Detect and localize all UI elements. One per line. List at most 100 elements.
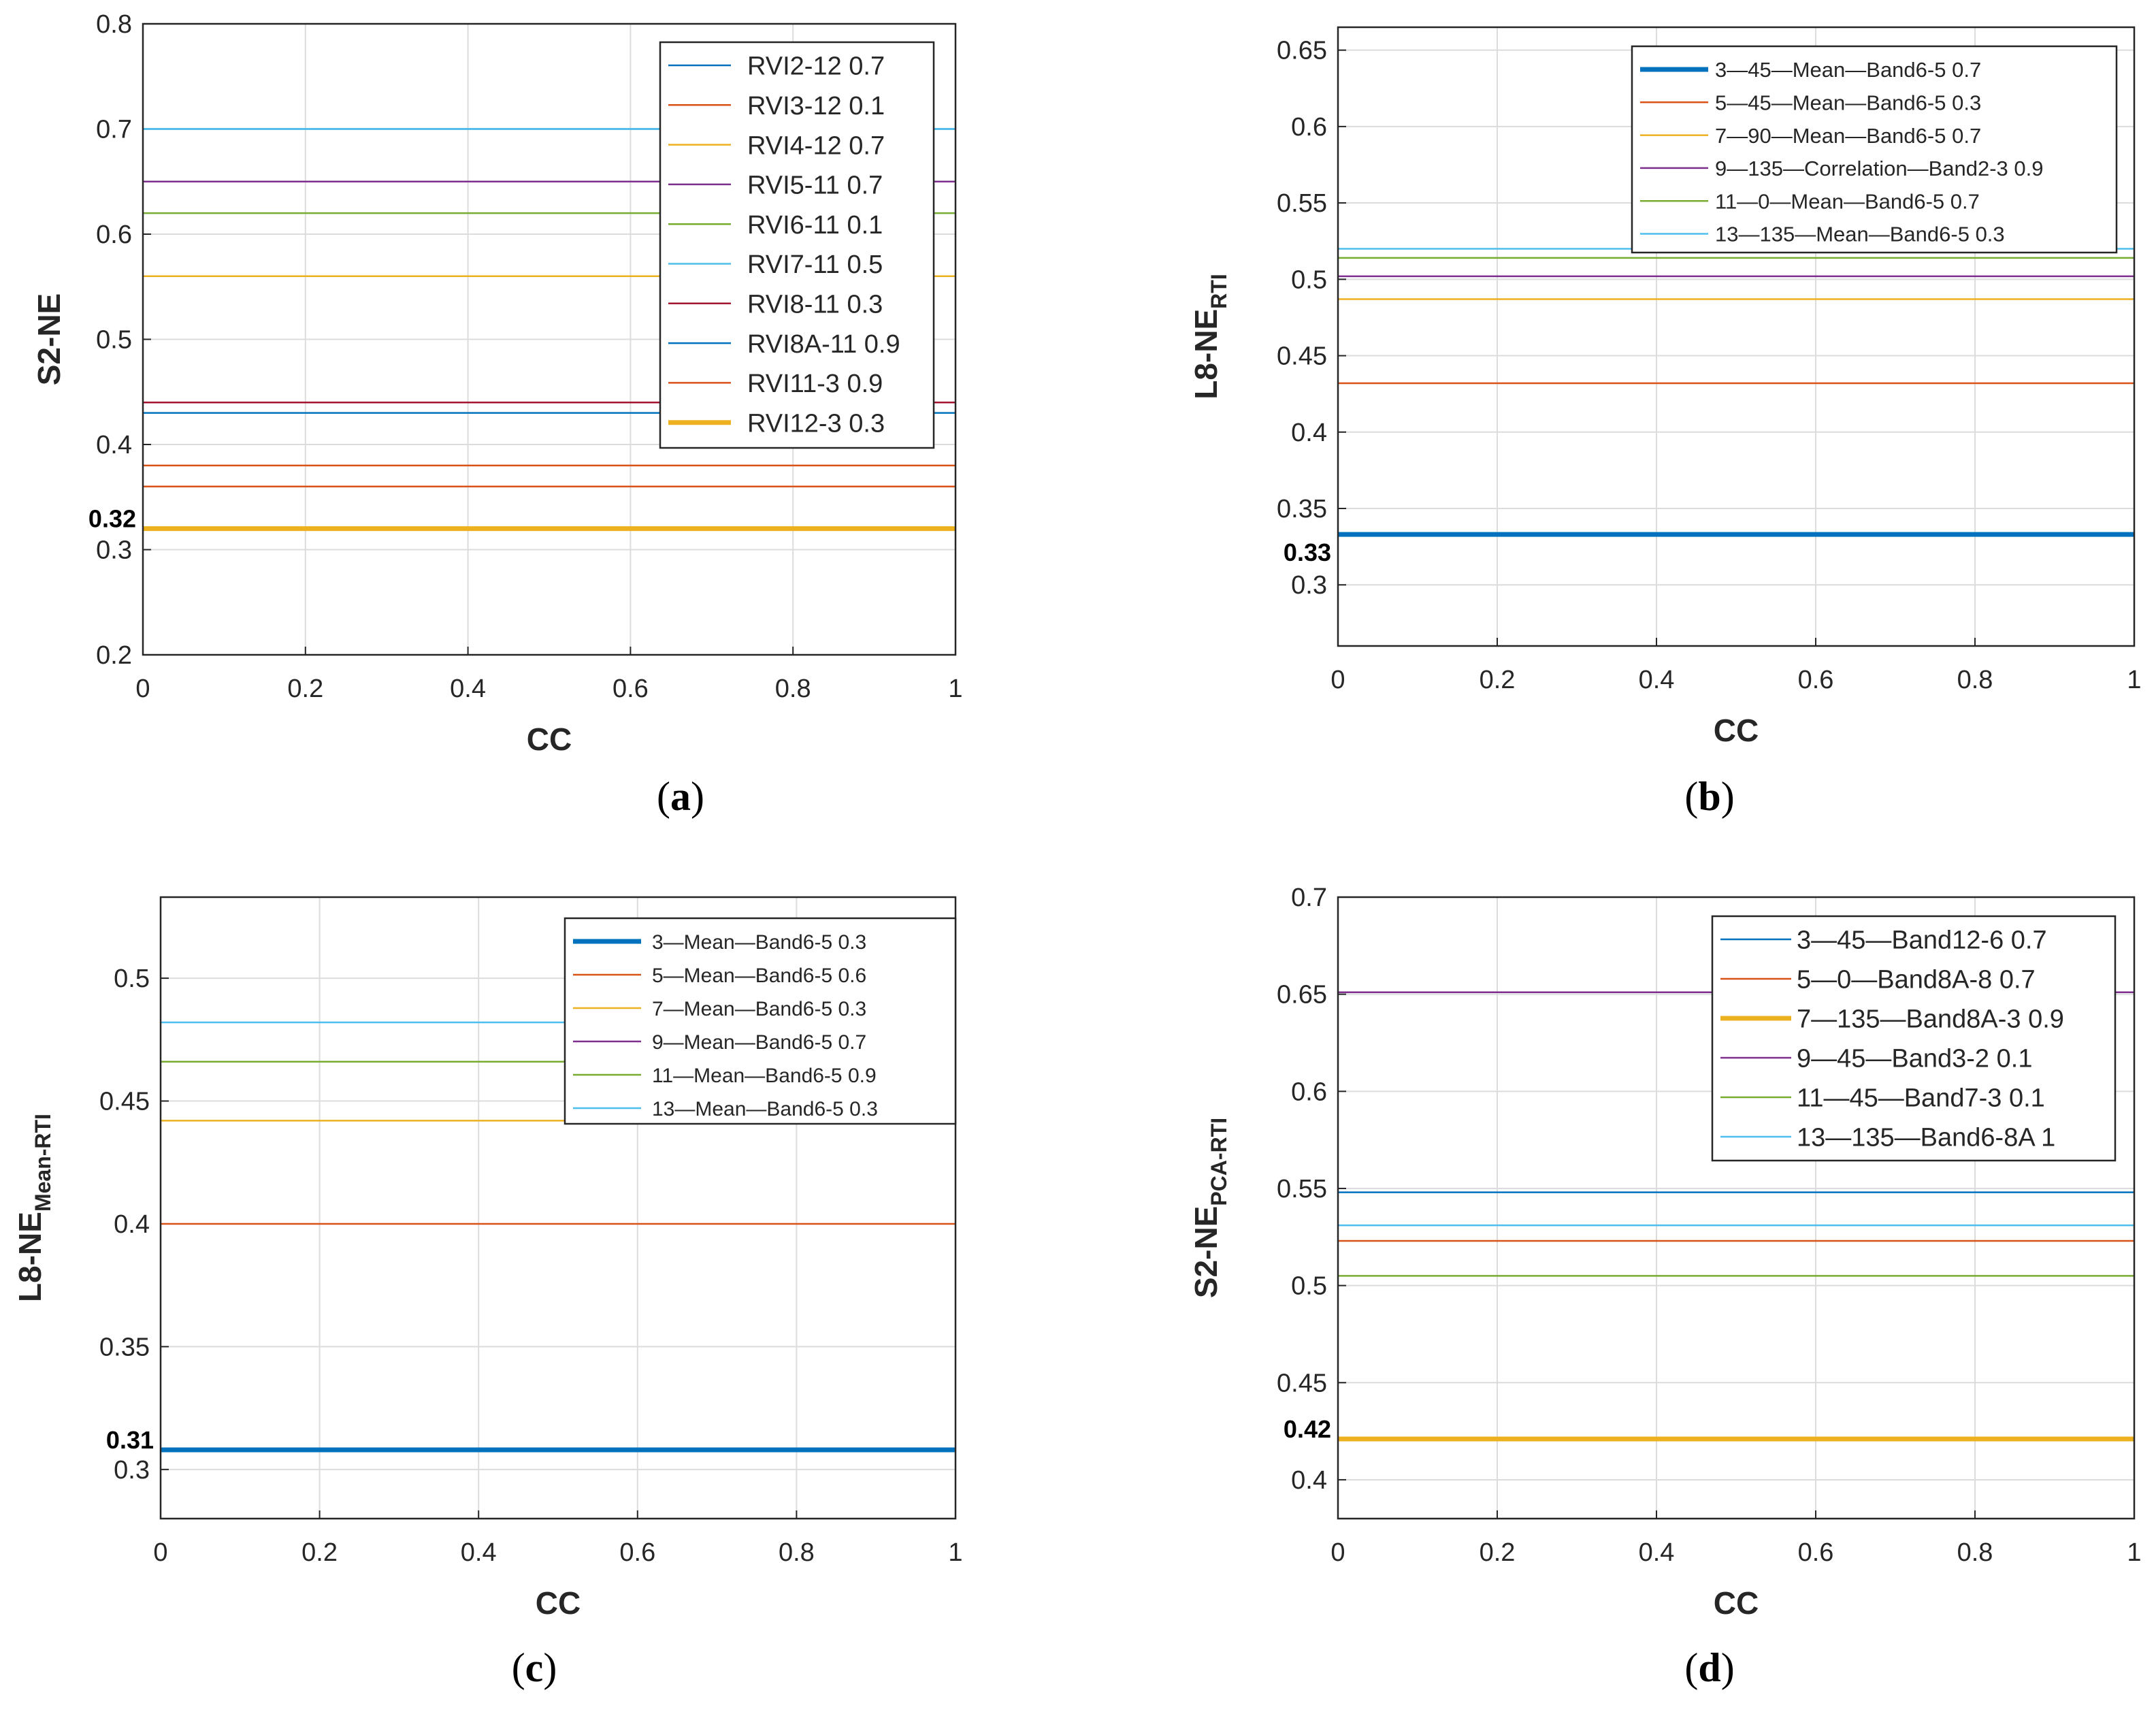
x-tick-label: 0.2 — [1480, 1538, 1516, 1567]
x-tick-label: 0 — [153, 1538, 167, 1567]
x-tick-label: 1 — [2127, 1538, 2141, 1567]
legend-label: 13—135—Mean—Band6-5 0.3 — [1715, 223, 2005, 246]
y-axis-label-subscript: Mean-RTI — [31, 1114, 55, 1212]
legend-label: 3—45—Mean—Band6-5 0.7 — [1715, 58, 1981, 82]
y-tick-label: 0.4 — [96, 431, 132, 459]
legend-box — [564, 917, 957, 1125]
y-tick-label: 0.3 — [114, 1456, 150, 1485]
panel-a: 0 0.2 0.4 0.6 0.8 10.20.30.40.50.60.70.80.32C… — [31, 10, 963, 819]
x-tick-label: 0 — [1330, 1538, 1345, 1567]
y-axis-label-subscript: RTI — [1207, 274, 1231, 309]
panel-label-open: ( — [512, 1645, 525, 1690]
panel-label: (b) — [1684, 774, 1734, 819]
y-axis-label: L8-NEMean-RTI — [12, 1114, 55, 1302]
panel-label: (a) — [657, 774, 704, 819]
panel-label-letter: d — [1698, 1645, 1720, 1690]
y-tick-label: 0.5 — [96, 326, 132, 355]
y-tick-label: 0.45 — [99, 1088, 150, 1116]
x-axis-label: CC — [1714, 1585, 1759, 1621]
y-tick-label: 0.5 — [1291, 1272, 1327, 1301]
x-tick-label: 0.6 — [612, 675, 649, 703]
legend-label: RVI11-3 0.9 — [747, 370, 883, 398]
x-tick-label: 1 — [2127, 666, 2141, 694]
value-annotation: 0.32 — [88, 505, 136, 533]
y-tick-label: 0.6 — [96, 221, 132, 249]
panel-label-open: ( — [657, 774, 670, 819]
legend-label: 11—45—Band7-3 0.1 — [1797, 1084, 2045, 1113]
y-tick-label: 0.65 — [1277, 981, 1327, 1009]
y-tick-label: 0.6 — [1291, 1078, 1327, 1106]
legend-label: RVI8-11 0.3 — [747, 290, 883, 319]
legend-label: RVI3-12 0.1 — [747, 92, 885, 120]
y-axis-label: S2-NEPCA-RTI — [1188, 1118, 1231, 1298]
panel-b: 0 0.2 0.4 0.6 0.8 1 0.3 0.35 0.4 0.45 0.5 0.55 0.6 0.… — [1188, 26, 2142, 819]
y-tick-label: 0.55 — [1277, 1175, 1327, 1203]
legend-label: 7—135—Band8A-3 0.9 — [1797, 1005, 2064, 1034]
y-tick-label: 0.6 — [1291, 113, 1327, 142]
legend: 3—45—Band12-6 0.7 5—0—Band8A-8 0.7 7—135—B… — [1711, 915, 2117, 1162]
value-annotation: 0.42 — [1284, 1415, 1331, 1443]
x-tick-label: 0.4 — [1639, 666, 1675, 694]
x-tick-label: 0.8 — [1957, 666, 1993, 694]
legend-label: 9—135—Correlation—Band2-3 0.9 — [1715, 157, 2044, 180]
y-axis-label: L8-NERTI — [1188, 274, 1231, 399]
legend-label: 11—Mean—Band6-5 0.9 — [652, 1065, 877, 1087]
legend-label: RVI12-3 0.3 — [747, 409, 885, 438]
y-tick-label: 0.4 — [1291, 1466, 1327, 1495]
y-tick-label: 0.5 — [1291, 265, 1327, 294]
x-tick-label: 0.4 — [450, 675, 486, 703]
y-tick-label: 0.4 — [114, 1210, 150, 1239]
x-tick-label: 0.8 — [775, 675, 811, 703]
legend-label: 13—135—Band6-8A 1 — [1797, 1124, 2055, 1152]
legend-box — [1711, 915, 2117, 1162]
axes-box — [1337, 896, 2136, 1520]
panel-label-letter: a — [670, 774, 691, 819]
x-axis-label: CC — [1714, 713, 1759, 748]
axes-box — [159, 896, 957, 1520]
y-tick-label: 0.4 — [1291, 419, 1327, 447]
panel-label-open: ( — [1684, 774, 1698, 819]
y-axis-label: S2-NE — [31, 293, 67, 385]
x-axis-label: CC — [527, 722, 572, 757]
axes-box — [142, 22, 957, 656]
x-axis-label: CC — [536, 1585, 581, 1621]
legend: 3—45—Mean—Band6-5 0.7 5—45—Mean—Band6-5 0… — [1631, 45, 2118, 254]
y-tick-label: 0.3 — [1291, 571, 1327, 600]
x-tick-label: 0.8 — [779, 1538, 815, 1567]
y-tick-label: 0.2 — [96, 641, 132, 670]
y-axis-label-main: S2-NE — [31, 293, 67, 385]
legend-label: RVI6-11 0.1 — [747, 211, 883, 240]
legend-label: 9—Mean—Band6-5 0.7 — [652, 1031, 866, 1054]
legend-label: RVI8A-11 0.9 — [747, 330, 900, 359]
panel-label-close: ) — [1721, 1645, 1735, 1690]
y-tick-label: 0.7 — [1291, 884, 1327, 912]
legend-label: RVI2-12 0.7 — [747, 52, 885, 81]
x-tick-label: 0 — [135, 675, 150, 703]
value-annotation: 0.33 — [1284, 538, 1331, 566]
y-tick-label: 0.45 — [1277, 1369, 1327, 1397]
legend-label: 13—Mean—Band6-5 0.3 — [652, 1098, 878, 1120]
legend-label: 5—0—Band8A-8 0.7 — [1797, 966, 2036, 994]
y-tick-label: 0.5 — [114, 965, 150, 993]
y-tick-label: 0.45 — [1277, 342, 1327, 371]
y-tick-label: 0.8 — [96, 10, 132, 39]
panel-label-close: ) — [1721, 774, 1735, 819]
legend-label: 3—Mean—Band6-5 0.3 — [652, 931, 866, 954]
y-tick-label: 0.3 — [96, 536, 132, 565]
x-tick-label: 1 — [948, 675, 962, 703]
y-tick-label: 0.35 — [99, 1333, 150, 1361]
axes-box — [1337, 26, 2136, 647]
panel-label-open: ( — [1684, 1645, 1698, 1690]
panel-label: (c) — [512, 1645, 557, 1690]
legend-box — [659, 41, 935, 449]
y-axis-label-main: L8-NE — [1188, 309, 1224, 400]
panel-label-close: ) — [543, 1645, 557, 1690]
legend-label: 5—45—Mean—Band6-5 0.3 — [1715, 91, 1981, 114]
legend-label: 5—Mean—Band6-5 0.6 — [652, 965, 866, 987]
x-tick-label: 0.2 — [1480, 666, 1516, 694]
y-tick-label: 0.35 — [1277, 495, 1327, 523]
legend-label: 3—45—Band12-6 0.7 — [1797, 926, 2047, 955]
panel-label-close: ) — [691, 774, 704, 819]
legend-box — [1631, 45, 2118, 254]
